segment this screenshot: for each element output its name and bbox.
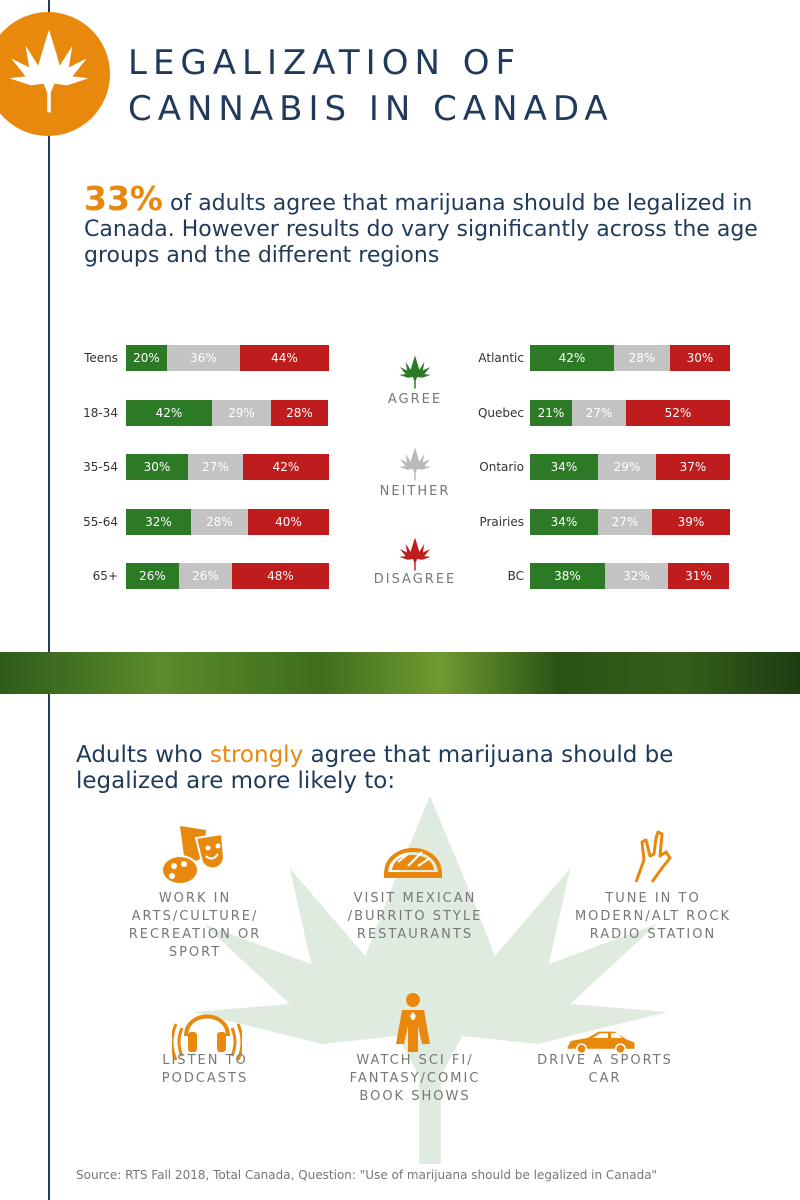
disagree-bar-segment: 42% xyxy=(243,454,329,480)
intro-text: 33% of adults agree that marijuana shoul… xyxy=(84,182,774,269)
subheading-start: Adults who xyxy=(76,742,210,768)
neither-bar-segment: 32% xyxy=(605,563,668,589)
category-label: Atlantic xyxy=(478,351,524,365)
agree-bar-segment: 38% xyxy=(530,563,605,589)
agree-bar-segment: 34% xyxy=(530,454,598,480)
leaf-photo-banner xyxy=(0,652,800,694)
page-title: LEGALIZATION OF CANNABIS IN CANADA xyxy=(128,40,614,132)
agree-bar-segment: 30% xyxy=(126,454,188,480)
legend-disagree: DISAGREE xyxy=(373,572,457,587)
subheading-end: agree that marijuana should be legalized… xyxy=(76,742,674,794)
superhero-icon xyxy=(396,993,430,1052)
disagree-leaf-icon xyxy=(397,536,433,572)
item-label-scifi: WATCH SCI FI/ FANTASY/COMIC BOOK SHOWS xyxy=(349,1053,481,1104)
legend-agree: AGREE xyxy=(387,392,443,407)
agree-bar-segment: 26% xyxy=(126,563,179,589)
agree-bar-segment: 21% xyxy=(530,399,572,426)
rock-hand-icon xyxy=(634,830,672,883)
disagree-bar-segment: 28% xyxy=(271,399,328,426)
neither-bar-segment: 27% xyxy=(188,454,243,480)
vertical-rule xyxy=(48,0,50,1200)
item-label-podcasts: LISTEN TO PODCASTS xyxy=(161,1053,249,1086)
category-label: Teens xyxy=(84,351,118,365)
disagree-bar-segment: 48% xyxy=(232,563,329,589)
taco-icon xyxy=(383,848,443,878)
headphones-icon xyxy=(172,1014,242,1061)
category-label: BC xyxy=(507,569,524,583)
title-line-2: CANNABIS IN CANADA xyxy=(128,89,614,129)
category-label: 65+ xyxy=(92,569,118,583)
category-label: Ontario xyxy=(479,460,524,474)
agree-bar-segment: 34% xyxy=(530,508,598,535)
source-note: Source: RTS Fall 2018, Total Canada, Que… xyxy=(76,1168,658,1182)
neither-bar-segment: 28% xyxy=(614,345,670,371)
intro-percent: 33% xyxy=(84,179,163,218)
category-label: 55-64 xyxy=(83,514,118,529)
neither-bar-segment: 26% xyxy=(179,563,232,589)
disagree-bar-segment: 40% xyxy=(248,508,329,535)
cannabis-leaf-icon xyxy=(4,26,94,116)
disagree-bar-segment: 37% xyxy=(656,454,730,480)
disagree-bar-segment: 44% xyxy=(240,345,329,371)
category-label: 18-34 xyxy=(83,405,118,420)
disagree-bar-segment: 31% xyxy=(668,563,729,589)
item-label-car: DRIVE A SPORTS CAR xyxy=(537,1053,673,1086)
intro-body: of adults agree that marijuana should be… xyxy=(84,191,758,268)
disagree-bar-segment: 52% xyxy=(626,399,730,426)
subheading-highlight: strongly xyxy=(209,742,304,768)
neither-bar-segment: 29% xyxy=(212,399,271,426)
agree-bar-segment: 32% xyxy=(126,508,191,535)
neither-bar-segment: 28% xyxy=(191,508,248,535)
neither-bar-segment: 27% xyxy=(572,399,626,426)
disagree-bar-segment: 30% xyxy=(670,345,730,371)
title-line-1: LEGALIZATION OF xyxy=(128,43,522,83)
legend-neither: NEITHER xyxy=(379,484,451,499)
agree-bar-segment: 42% xyxy=(126,399,212,426)
agree-leaf-icon xyxy=(397,354,433,390)
category-label: Quebec xyxy=(477,405,524,420)
item-label-radio: TUNE IN TO MODERN/ALT ROCK RADIO STATION xyxy=(574,891,732,942)
agree-bar-segment: 42% xyxy=(530,345,614,371)
item-label-arts: WORK IN ARTS/CULTURE/ RECREATION OR SPOR… xyxy=(128,891,262,960)
neither-bar-segment: 36% xyxy=(167,345,240,371)
theater-masks-palette-icon xyxy=(161,826,226,885)
neither-bar-segment: 27% xyxy=(598,508,652,535)
category-label: Prairies xyxy=(479,514,524,529)
agree-bar-segment: 20% xyxy=(126,345,167,371)
neither-leaf-icon xyxy=(397,446,433,482)
neither-bar-segment: 29% xyxy=(598,454,656,480)
item-label-restaurants: VISIT MEXICAN /BURRITO STYLE RESTAURANTS xyxy=(347,891,483,942)
category-label: 35-54 xyxy=(83,460,118,474)
subheading: Adults who strongly agree that marijuana… xyxy=(76,742,776,794)
disagree-bar-segment: 39% xyxy=(652,508,730,535)
sports-car-icon xyxy=(567,1031,635,1055)
logo-badge xyxy=(0,12,110,136)
